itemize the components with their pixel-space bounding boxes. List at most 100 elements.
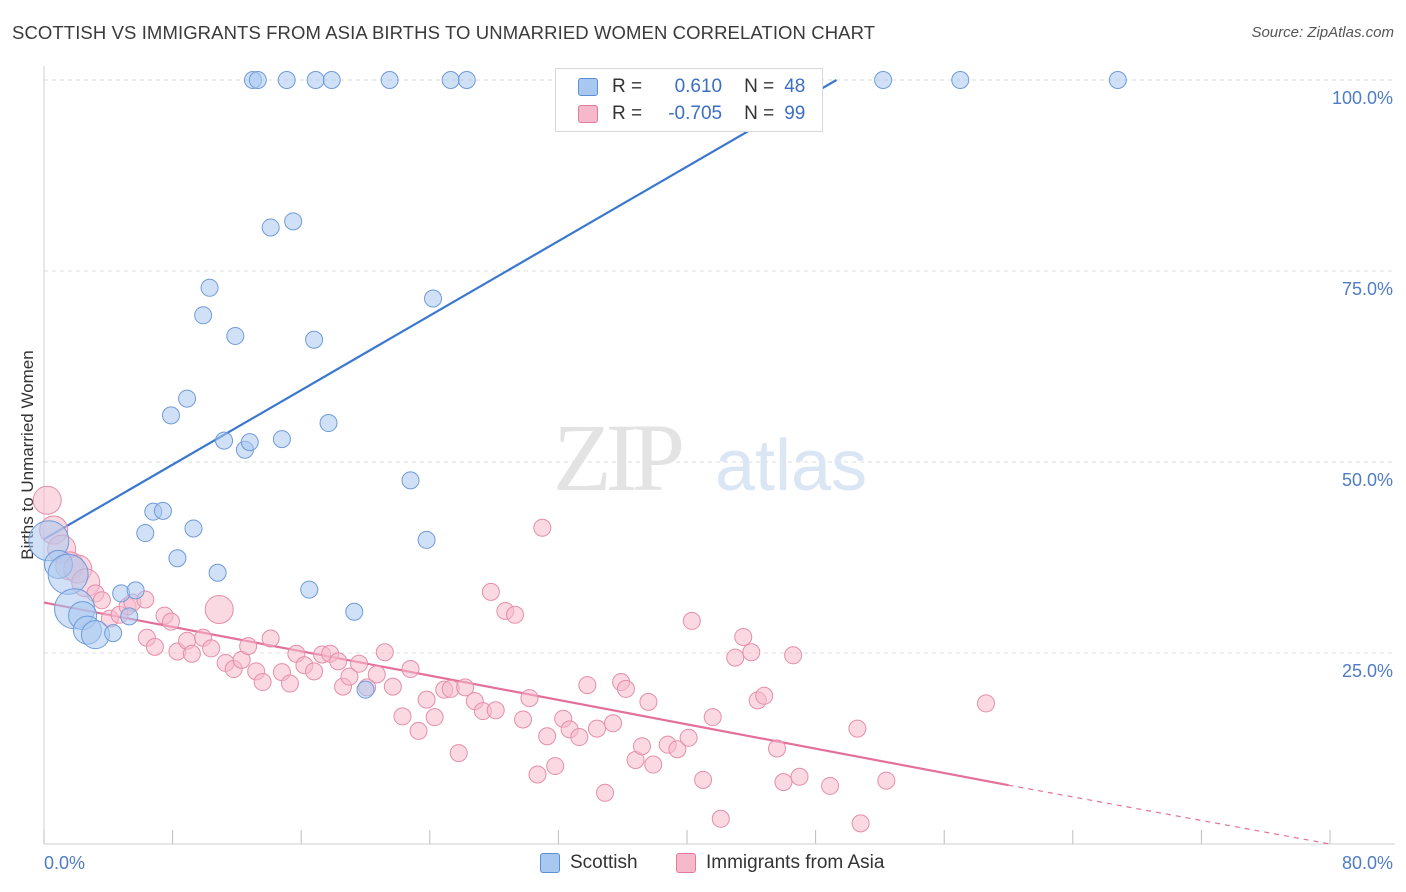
scottish-point xyxy=(178,389,197,408)
scottish-point xyxy=(226,326,245,345)
asia-point xyxy=(202,639,221,658)
asia-point xyxy=(578,676,597,695)
asia-point xyxy=(92,591,111,610)
correlation-legend: R = 0.610 N = 48 R = -0.705 N = 99 xyxy=(555,68,823,132)
scottish-point xyxy=(322,71,341,89)
scottish-points xyxy=(28,71,1127,699)
scottish-point xyxy=(104,624,123,643)
scottish-point xyxy=(380,71,399,89)
asia-point xyxy=(161,612,180,631)
asia-point xyxy=(538,727,557,746)
asia-point xyxy=(587,719,606,738)
asia-point xyxy=(604,714,623,733)
scottish-point xyxy=(306,71,325,89)
asia-point xyxy=(329,652,348,671)
asia-point xyxy=(711,809,730,828)
scottish-point xyxy=(319,414,338,433)
scottish-point xyxy=(215,431,234,450)
watermark-zip: ZIP xyxy=(553,404,682,511)
legend-r-value: 0.610 xyxy=(674,76,723,97)
asia-point xyxy=(790,767,809,786)
scottish-point xyxy=(261,218,280,237)
scottish-point xyxy=(356,680,375,699)
asia-point xyxy=(367,665,386,684)
scottish-point xyxy=(284,212,303,231)
asia-point xyxy=(644,755,663,774)
legend-label-asia: Immigrants from Asia xyxy=(706,852,885,873)
asia-point xyxy=(851,814,870,833)
scottish-point xyxy=(194,306,213,325)
asia-point xyxy=(393,707,412,726)
legend-n-value: 48 xyxy=(784,76,806,97)
legend-r-value: -0.705 xyxy=(668,103,723,124)
scottish-point xyxy=(272,430,291,449)
scottish-point xyxy=(248,71,267,89)
scottish-point xyxy=(401,471,420,490)
asia-point xyxy=(784,646,803,665)
asia-point xyxy=(774,773,793,792)
asia-point xyxy=(616,679,635,698)
asia-point xyxy=(456,678,475,697)
y-tick-label-50: 50.0% xyxy=(1342,470,1393,490)
watermark: ZIP atlas xyxy=(553,404,867,511)
asia-point xyxy=(679,728,698,747)
asia-point xyxy=(755,686,774,705)
scottish-point xyxy=(441,71,460,89)
asia-point xyxy=(976,694,995,713)
legend-r-label: R = xyxy=(612,76,643,97)
asia-point xyxy=(734,627,753,646)
legend-label-scottish: Scottish xyxy=(570,852,638,873)
axis-layer: 0.0% 80.0% 100.0% 75.0% 50.0% 25.0% xyxy=(44,88,1393,873)
scottish-point xyxy=(1108,71,1127,89)
asia-point xyxy=(505,605,524,624)
asia-point xyxy=(261,629,280,648)
asia-point xyxy=(486,701,505,720)
legend-swatch-scottish xyxy=(578,78,598,96)
scottish-point xyxy=(424,289,443,308)
scottish-point xyxy=(153,501,172,520)
scottish-point xyxy=(874,71,893,89)
asia-point xyxy=(520,689,539,708)
asia-point xyxy=(632,737,651,756)
asia-point xyxy=(821,776,840,795)
scottish-point xyxy=(345,602,364,621)
scottish-point xyxy=(277,71,296,89)
watermark-atlas: atlas xyxy=(715,426,867,506)
legend-swatch-asia xyxy=(578,105,598,123)
asia-point xyxy=(481,582,500,601)
asia-point xyxy=(280,674,299,693)
asia-point xyxy=(596,783,615,802)
scottish-point xyxy=(457,71,476,89)
legend-swatch-asia xyxy=(676,853,696,873)
asia-point xyxy=(533,518,552,537)
asia-point xyxy=(682,611,701,630)
asia-point xyxy=(639,692,658,711)
asia-point xyxy=(425,708,444,727)
legend-item-asia[interactable]: Immigrants from Asia xyxy=(676,852,884,874)
asia-point xyxy=(694,770,713,789)
asia-points xyxy=(32,485,995,833)
legend-n-label: N = xyxy=(744,76,775,97)
asia-point xyxy=(305,662,324,681)
asia-point xyxy=(449,744,468,763)
scottish-point xyxy=(200,278,219,297)
asia-point xyxy=(253,673,272,692)
asia-point xyxy=(703,708,722,727)
asia-point xyxy=(742,643,761,662)
legend-n-label: N = xyxy=(744,103,775,124)
scottish-point xyxy=(240,433,259,452)
scottish-point xyxy=(305,330,324,349)
legend-item-scottish[interactable]: Scottish xyxy=(540,852,638,874)
asia-point xyxy=(726,648,745,667)
scottish-point xyxy=(184,519,203,538)
asia-point xyxy=(401,660,420,679)
scottish-trend-line xyxy=(43,79,838,541)
scottish-point xyxy=(208,563,227,582)
asia-point xyxy=(546,757,565,776)
legend-n-value: 99 xyxy=(784,103,806,124)
asia-point xyxy=(877,771,896,790)
asia-point xyxy=(417,690,436,709)
legend-row-scottish: R = 0.610 N = 48 xyxy=(578,74,805,100)
source-label: Source: ZipAtlas.com xyxy=(1251,24,1394,41)
